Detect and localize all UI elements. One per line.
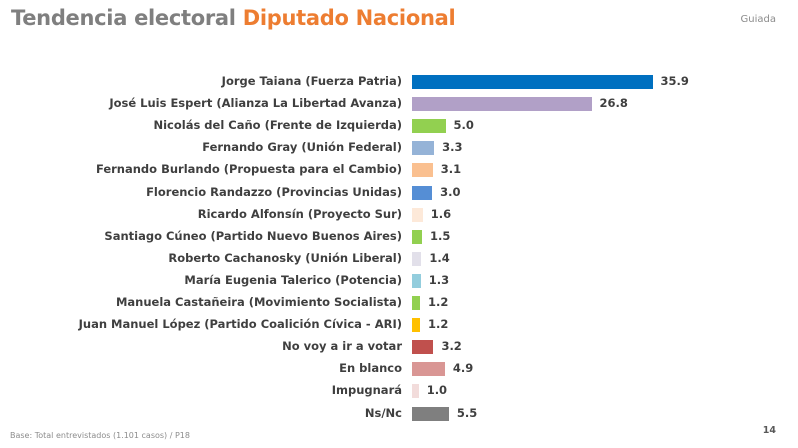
bar-row: José Luis Espert (Alianza La Libertad Av… — [0, 93, 798, 115]
bar-value-label: 1.5 — [430, 228, 451, 243]
bar-row: Roberto Cachanosky (Unión Liberal) 1.4 — [0, 248, 798, 270]
bar-row: Ricardo Alfonsín (Proyecto Sur) 1.6 — [0, 204, 798, 226]
bar-value-label: 1.6 — [430, 206, 452, 221]
bar-value-label: 3.3 — [442, 140, 463, 155]
bar-label: José Luis Espert (Alianza La Libertad Av… — [109, 96, 402, 111]
bar — [412, 384, 419, 399]
page-number: 14 — [762, 425, 776, 436]
title-accent: Diputado Nacional — [242, 6, 456, 30]
bar-label: Fernando Burlando (Propuesta para el Cam… — [95, 162, 402, 177]
bar-value-label: 1.4 — [429, 250, 450, 265]
bar — [412, 141, 435, 156]
bar-row: Fernando Gray (Unión Federal) 3.3 — [0, 137, 798, 159]
bar-label: Florencio Randazzo (Provincias Unidas) — [146, 184, 402, 199]
bar-row: Ns/Nc 5.5 — [0, 403, 798, 425]
bar — [412, 406, 449, 421]
bar-value-label: 3.2 — [441, 339, 462, 354]
question-type-tag: Guiada — [740, 14, 776, 25]
bar-value-label: 1.2 — [428, 295, 449, 309]
bar-label: Nicolás del Caño (Frente de Izquierda) — [153, 118, 402, 133]
bar-label: No voy a ir a votar — [282, 339, 402, 354]
bar-row: María Eugenia Talerico (Potencia) 1.3 — [0, 270, 798, 292]
bar — [412, 185, 433, 200]
bar — [412, 163, 433, 178]
bar — [412, 318, 421, 333]
bar-value-label: 26.8 — [599, 96, 628, 111]
bar — [412, 75, 653, 89]
bar-value-label: 35.9 — [660, 74, 689, 88]
bar-row: Fernando Burlando (Propuesta para el Cam… — [0, 159, 798, 181]
bar-label: María Eugenia Talerico (Potencia) — [184, 272, 402, 287]
bar — [412, 362, 445, 377]
bar-row: Florencio Randazzo (Provincias Unidas) 3.… — [0, 182, 798, 204]
bar — [412, 97, 592, 112]
bar-label: Roberto Cachanosky (Unión Liberal) — [168, 250, 402, 265]
bar-label: Ricardo Alfonsín (Proyecto Sur) — [197, 206, 402, 221]
bar-value-label: 5.5 — [456, 405, 478, 420]
bar-label: Manuela Castañeira (Movimiento Socialist… — [115, 295, 402, 309]
bar-value-label: 1.3 — [428, 272, 450, 287]
bar — [412, 119, 446, 134]
bar-value-label: 3.0 — [440, 184, 461, 199]
bar-value-label: 1.2 — [428, 317, 449, 332]
bar-label: En blanco — [339, 361, 402, 376]
bar — [412, 340, 434, 355]
bar-row: Santiago Cúneo (Partido Nuevo Buenos Air… — [0, 226, 798, 248]
bar — [412, 229, 423, 244]
bar-row: Jorge Taiana (Fuerza Patria) 35.9 — [0, 71, 798, 93]
bar-value-label: 3.1 — [440, 162, 462, 177]
bar-value-label: 5.0 — [453, 118, 474, 133]
bar — [412, 251, 422, 266]
base-note: Base: Total entrevistados (1.101 casos) … — [10, 431, 190, 440]
bar-row: Nicolás del Caño (Frente de Izquierda) 5.… — [0, 115, 798, 137]
bar-value-label: 4.9 — [452, 361, 474, 376]
bar-row: Juan Manuel López (Partido Coalición Cív… — [0, 314, 798, 336]
bar-label: Impugnará — [331, 383, 402, 398]
bar-label: Santiago Cúneo (Partido Nuevo Buenos Air… — [104, 228, 402, 243]
bar-row: En blanco 4.9 — [0, 358, 798, 380]
bar-value-label: 1.0 — [426, 383, 448, 398]
bar-label: Fernando Gray (Unión Federal) — [202, 140, 402, 155]
page-title: Tendencia electoral Diputado Nacional — [11, 6, 456, 30]
title-main: Tendencia electoral — [11, 6, 236, 30]
bar-row: Impugnará 1.0 — [0, 380, 798, 402]
bar-label: Juan Manuel López (Partido Coalición Cív… — [78, 317, 402, 332]
bar — [412, 273, 421, 288]
bar-row: No voy a ir a votar 3.2 — [0, 336, 798, 358]
bar — [412, 296, 421, 310]
bar — [412, 207, 423, 222]
bar-label: Ns/Nc — [364, 405, 402, 420]
bar-label: Jorge Taiana (Fuerza Patria) — [221, 74, 402, 88]
bar-row: Manuela Castañeira (Movimiento Socialist… — [0, 292, 798, 314]
